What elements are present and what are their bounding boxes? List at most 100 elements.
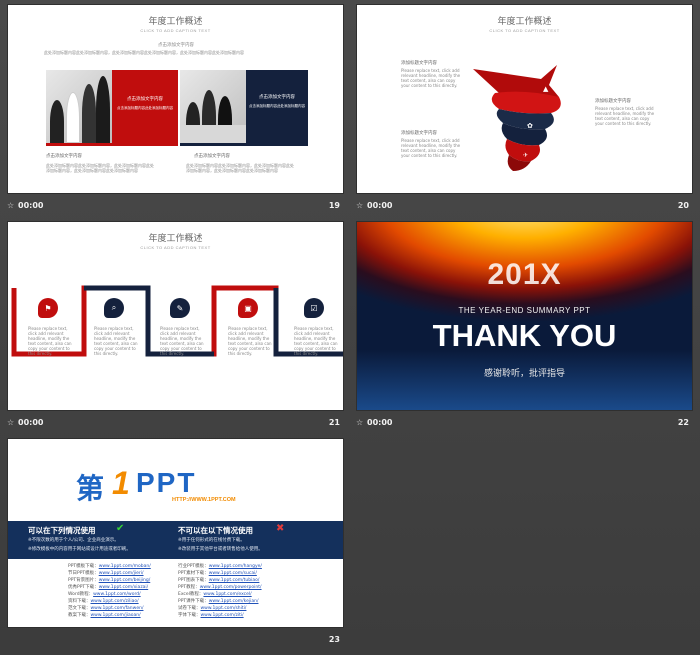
resource-link[interactable]: www.1ppt.com/sucai/ [208, 571, 257, 576]
navy-underline [180, 143, 308, 146]
label-3: 添加标题文字内容 [401, 131, 437, 136]
slide-meta-20: ☆ 00:00 20 [356, 200, 693, 214]
resource-link[interactable]: www.1ppt.com/jiaoan/ [90, 613, 141, 618]
pencil-icon: ✎ [170, 298, 190, 318]
resource-link[interactable]: www.1ppt.com/xiazai/ [98, 585, 149, 590]
spiral-ribbon-graphic: ▲ ✿ ✈ [473, 65, 561, 171]
link-label: Word教程： [68, 592, 94, 597]
slide-subtitle: CLICK TO ADD CAPTION TEXT [489, 28, 560, 33]
footer-left-label: 点击添加文字内容 [46, 154, 82, 159]
link-label: 节日PPT模板： [68, 571, 99, 576]
red-text-box: 点击添加文字内容 点击添加标题内容此处添加标题内容 [112, 70, 178, 143]
link-label: PPT背景图片： [68, 578, 99, 583]
check-icon: ✔ [116, 523, 125, 534]
resource-link[interactable]: www.1ppt.com/ziliao/ [90, 599, 139, 604]
slide-22-canvas[interactable]: 201X THE YEAR-END SUMMARY PPT THANK YOU … [356, 221, 693, 411]
can-use-heading: 可以在下列情况使用 [28, 526, 96, 535]
resource-link[interactable]: www.1ppt.com/tubiao/ [208, 578, 260, 583]
slide-thumbnail-20[interactable]: 年度工作概述 CLICK TO ADD CAPTION TEXT 添加标题文字内… [356, 4, 693, 216]
resource-link[interactable]: www.1ppt.com/hangye/ [208, 564, 262, 569]
link-row: 节日PPT模板：www.1ppt.com/jieri/ [68, 570, 151, 577]
link-row: PPT课件下载：www.1ppt.com/kejian/ [178, 598, 262, 605]
slide-number: 20 [677, 201, 689, 210]
logo-character: 第 [76, 472, 105, 505]
svg-text:▲: ▲ [543, 85, 549, 93]
box-top-label: 点击添加文字内容 [158, 43, 194, 48]
link-row: 字体下载：www.1ppt.com/ziti/ [178, 612, 262, 619]
resource-link[interactable]: www.1ppt.com/ziti/ [200, 613, 244, 618]
logo-number: 1 [112, 465, 130, 501]
link-row: PPT模板下载：www.1ppt.com/moban/ [68, 563, 151, 570]
slide-thumbnail-21[interactable]: 年度工作概述 CLICK TO ADD CAPTION TEXT ⚑ ⌕ ✎ ▣… [7, 221, 344, 433]
links-right-column: 行业PPT模板：www.1ppt.com/hangye/PPT素材下载：www.… [178, 563, 262, 619]
usage-banner: 可以在下列情况使用 ✔ 不可以在以下情况使用 ✖ ※不限次数的用于个人/公司、企… [8, 521, 343, 559]
slide-title: 年度工作概述 [148, 17, 203, 27]
link-row: 行业PPT模板：www.1ppt.com/hangye/ [178, 563, 262, 570]
resource-link[interactable]: www.1ppt.com/shiti/ [200, 606, 247, 611]
transition-star-icon[interactable]: ☆ [7, 201, 15, 210]
logo-ppt: PPT [136, 467, 197, 498]
transition-star-icon[interactable]: ☆ [356, 418, 364, 427]
link-label: PPT课件下载： [178, 599, 209, 604]
meeting-photo-1 [46, 70, 112, 143]
resource-link[interactable]: www.1ppt.com/moban/ [98, 564, 151, 569]
flag-icon: ⚑ [38, 298, 58, 318]
footer-right-label: 点击添加文字内容 [194, 154, 230, 159]
link-label: 行业PPT模板： [178, 564, 209, 569]
svg-text:✈: ✈ [523, 152, 528, 159]
link-row: 范文下载：www.1ppt.com/fanwen/ [68, 605, 151, 612]
slide-duration: 00:00 [18, 418, 44, 427]
link-label: 教案下载： [68, 613, 91, 618]
step-line-graphic [11, 285, 343, 357]
link-label: PPT模板下载： [68, 564, 99, 569]
body-3: Please replace text, click add relevant … [401, 138, 461, 158]
resource-link[interactable]: www.1ppt.com/kejian/ [208, 599, 259, 604]
slide-number: 19 [328, 201, 340, 210]
slide-duration: 00:00 [367, 418, 393, 427]
logo-url: HTTP://WWW.1PPT.COM [172, 497, 236, 503]
slide-thumbnail-23[interactable]: 第 1 PPT HTTP://WWW.1PPT.COM 可以在下列情况使用 ✔ … [7, 438, 344, 650]
slide-title: 年度工作概述 [148, 234, 203, 244]
resource-link[interactable]: www.1ppt.com/powerpoint/ [199, 585, 262, 590]
cannot-use-heading: 不可以在以下情况使用 [178, 526, 253, 535]
slide-duration: 00:00 [18, 201, 44, 210]
bus-icon: ▣ [238, 298, 258, 318]
step-text-4: Please replace text, click add relevant … [228, 326, 272, 356]
resource-link[interactable]: www.1ppt.com/beijing/ [98, 578, 151, 583]
slide-23-canvas[interactable]: 第 1 PPT HTTP://WWW.1PPT.COM 可以在下列情况使用 ✔ … [7, 438, 344, 628]
step-text-2: Please replace text, click add relevant … [94, 326, 138, 356]
link-row: Word教程：www.1ppt.com/word/ [68, 591, 151, 598]
link-row: PPT图表下载：www.1ppt.com/tubiao/ [178, 577, 262, 584]
slide-21-canvas[interactable]: 年度工作概述 CLICK TO ADD CAPTION TEXT ⚑ ⌕ ✎ ▣… [7, 221, 344, 411]
transition-star-icon[interactable]: ☆ [356, 201, 364, 210]
slide-subtitle: CLICK TO ADD CAPTION TEXT [140, 28, 211, 33]
header-text: 此处添加标题内容此处添加标题内容，此处添加标题内容此处添加标题内容，此处添加标题… [44, 50, 244, 55]
resource-link[interactable]: www.1ppt.com/fanwen/ [90, 606, 144, 611]
slide-thumbnail-19[interactable]: 年度工作概述 CLICK TO ADD CAPTION TEXT 此处添加标题内… [7, 4, 344, 216]
slide-number: 22 [677, 418, 689, 427]
red-underline [46, 143, 178, 146]
link-label: 试卷下载： [178, 606, 201, 611]
link-row: PPT素材下载：www.1ppt.com/sucai/ [178, 570, 262, 577]
chinese-caption: 感谢聆听，批评指导 [483, 369, 565, 379]
link-row: 试卷下载：www.1ppt.com/shiti/ [178, 605, 262, 612]
transition-star-icon[interactable]: ☆ [7, 418, 15, 427]
slide-thumbnail-22[interactable]: 201X THE YEAR-END SUMMARY PPT THANK YOU … [356, 221, 693, 433]
resource-link[interactable]: www.1ppt.com/jieri/ [98, 571, 144, 576]
step-text-5: Please replace text, click add relevant … [294, 326, 338, 356]
slide-20-canvas[interactable]: 年度工作概述 CLICK TO ADD CAPTION TEXT 添加标题文字内… [356, 4, 693, 194]
link-row: PPT教程：www.1ppt.com/powerpoint/ [178, 584, 262, 591]
link-label: 字体下载： [178, 613, 201, 618]
resource-link[interactable]: www.1ppt.com/word/ [93, 592, 141, 597]
link-row: Excel教程：www.1ppt.com/excel/ [178, 591, 262, 598]
link-label: Excel教程： [178, 592, 204, 597]
resource-link[interactable]: www.1ppt.com/excel/ [203, 592, 252, 597]
slide-19-canvas[interactable]: 年度工作概述 CLICK TO ADD CAPTION TEXT 此处添加标题内… [7, 4, 344, 194]
slide-subtitle: CLICK TO ADD CAPTION TEXT [140, 245, 211, 250]
body-2: Please replace text, click add relevant … [595, 106, 655, 126]
link-row: 资料下载：www.1ppt.com/ziliao/ [68, 598, 151, 605]
meeting-photo-2 [180, 70, 246, 143]
step-text-1: Please replace text, click add relevant … [28, 326, 72, 356]
footer-right-body: 此处添加标题内容此处添加标题内容，此处添加标题内容此处添加标题内容，此处添加标题… [186, 163, 294, 173]
navy-text-box: 点击添加文字内容 点击添加标题内容此处添加标题内容 [246, 70, 308, 143]
